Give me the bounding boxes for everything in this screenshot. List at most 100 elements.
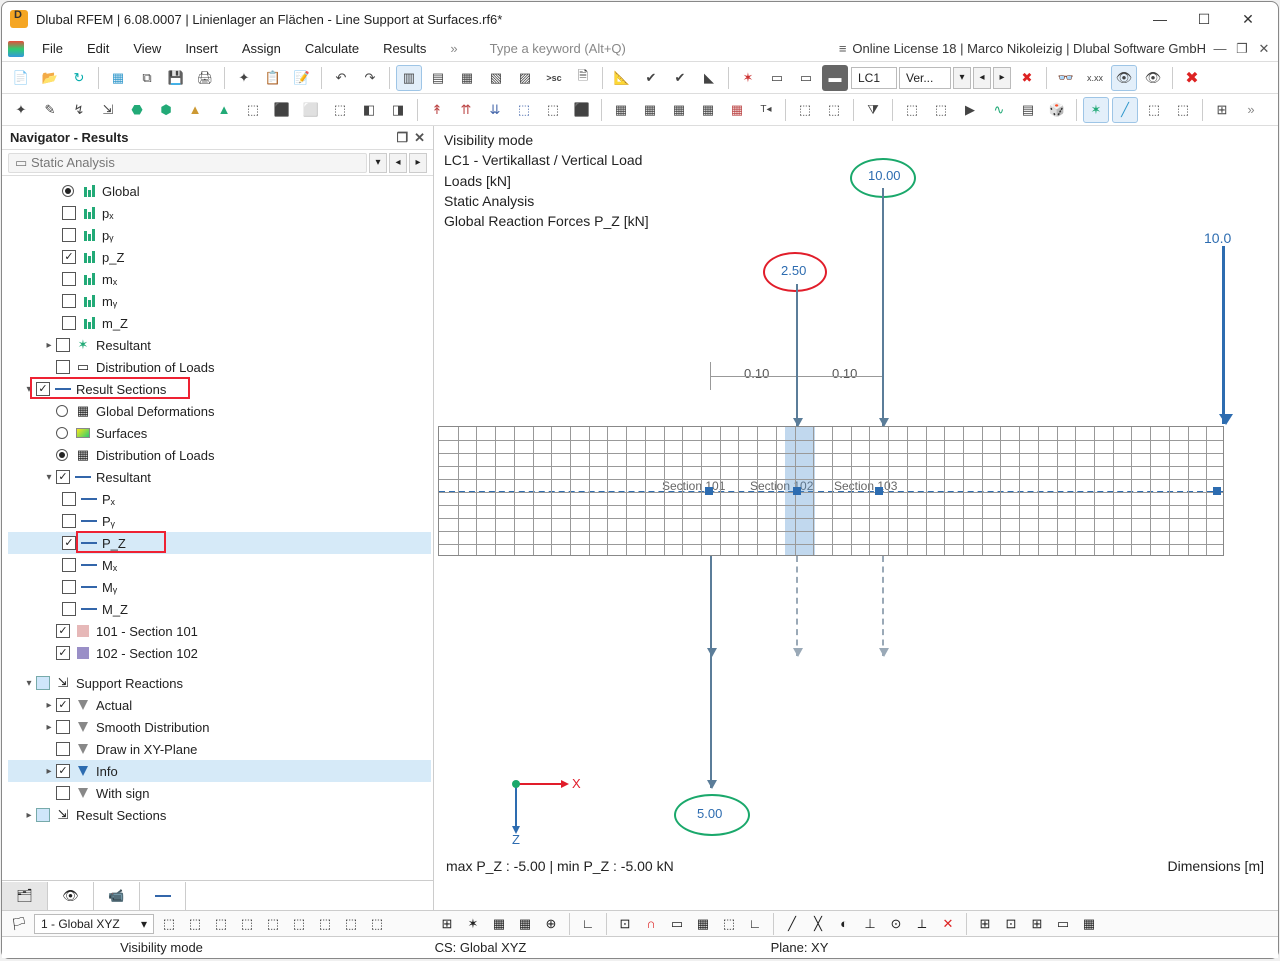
minimize-button[interactable]: — [1138, 11, 1182, 27]
tb2-35-icon[interactable]: 🎲 [1044, 97, 1070, 123]
tb2-3-icon[interactable]: ↯ [66, 97, 92, 123]
tb2-41-icon[interactable]: » [1238, 97, 1264, 123]
tree-smooth[interactable]: Smooth Distribution [96, 720, 209, 735]
tb2-21-icon[interactable]: ▦ [608, 97, 634, 123]
sb-f-icon[interactable]: ╳ [807, 913, 829, 935]
analysis-next-icon[interactable]: ▸ [409, 153, 427, 173]
checkbox[interactable] [62, 250, 76, 264]
sb-e-icon[interactable]: ╱ [781, 913, 803, 935]
radio-icon[interactable] [62, 185, 74, 197]
expand-icon[interactable]: ▸ [42, 766, 56, 777]
sb-axes-icon[interactable]: ✶ [462, 913, 484, 935]
menu-calculate[interactable]: Calculate [293, 41, 371, 56]
keyword-search[interactable]: Type a keyword (Alt+Q) [490, 41, 750, 56]
tri-icon[interactable]: ◣ [696, 65, 722, 91]
tree-mz[interactable]: m_Z [102, 316, 128, 331]
tb2-20-icon[interactable]: ⬛ [569, 97, 595, 123]
tb2-36-icon[interactable]: ✶ [1083, 97, 1109, 123]
tb2-19-icon[interactable]: ⬚ [540, 97, 566, 123]
panel-d-icon[interactable]: ▧ [483, 65, 509, 91]
sb-o-icon[interactable]: ▭ [1052, 913, 1074, 935]
checkbox[interactable] [62, 580, 76, 594]
navigator-tree[interactable]: Global pₓ pᵧ p_Z mₓ mᵧ m_Z ▸✶Resultant ▭… [2, 176, 433, 880]
analysis-dropdown-icon[interactable]: ▾ [369, 153, 387, 173]
eye2-icon[interactable]: 👁 [1140, 65, 1166, 91]
tb2-34-icon[interactable]: ▤ [1015, 97, 1041, 123]
tb2-26-icon[interactable]: T◂ [753, 97, 779, 123]
nav-tab-eye-icon[interactable]: 👁 [48, 882, 94, 910]
checkbox[interactable] [56, 646, 70, 660]
checkbox[interactable] [62, 294, 76, 308]
tb2-31-icon[interactable]: ⬚ [928, 97, 954, 123]
menu-file[interactable]: File [30, 41, 75, 56]
checkbox[interactable] [62, 206, 76, 220]
tb2-12-icon[interactable]: ⬚ [327, 97, 353, 123]
sb-9-icon[interactable]: ⬚ [366, 913, 388, 935]
tree-info[interactable]: Info [96, 764, 118, 779]
sb-1-icon[interactable]: ⬚ [158, 913, 180, 935]
tb2-40-icon[interactable]: ⊞ [1209, 97, 1235, 123]
sb-p-icon[interactable]: ▦ [1078, 913, 1100, 935]
check-b-icon[interactable]: ✔ [667, 65, 693, 91]
nav-close-icon[interactable]: ✕ [414, 130, 425, 146]
sb-4-icon[interactable]: ⬚ [236, 913, 258, 935]
checkbox[interactable] [62, 514, 76, 528]
notes-icon[interactable]: 📝 [289, 65, 315, 91]
radio-icon[interactable] [56, 427, 68, 439]
panel-a-icon[interactable]: ▥ [396, 65, 422, 91]
axes-icon[interactable]: ✶ [735, 65, 761, 91]
expand-icon[interactable]: ▸ [22, 810, 36, 821]
panel-e-icon[interactable]: ▨ [512, 65, 538, 91]
tb2-22-icon[interactable]: ▦ [637, 97, 663, 123]
tree-resultant2[interactable]: Resultant [96, 470, 151, 485]
gradient-icon[interactable]: ▭ [793, 65, 819, 91]
glasses-icon[interactable]: 👓 [1053, 65, 1079, 91]
tree-surfaces[interactable]: Surfaces [96, 426, 147, 441]
radio-icon[interactable] [56, 449, 68, 461]
tb2-15-icon[interactable]: ↟ [424, 97, 450, 123]
lc-next-icon[interactable]: ▸ [993, 67, 1011, 89]
sb-snap4-icon[interactable]: ▦ [692, 913, 714, 935]
menu-more[interactable]: » [438, 41, 469, 56]
shade-icon[interactable]: ▬ [822, 65, 848, 91]
checkbox[interactable] [62, 602, 76, 616]
sb-n-icon[interactable]: ⊞ [1026, 913, 1048, 935]
checkbox[interactable] [62, 558, 76, 572]
print-icon[interactable]: 🖨 [192, 65, 218, 91]
tree-distloads[interactable]: Distribution of Loads [96, 360, 215, 375]
tree-support-reactions[interactable]: Support Reactions [76, 676, 183, 691]
lc-code[interactable]: LC1 [851, 67, 897, 89]
tree-global[interactable]: Global [102, 184, 140, 199]
sb-b-icon[interactable]: ▦ [514, 913, 536, 935]
panel-b-icon[interactable]: ▤ [425, 65, 451, 91]
new-file-icon[interactable]: 📄 [8, 65, 34, 91]
panel-c-icon[interactable]: ▦ [454, 65, 480, 91]
sb-a-icon[interactable]: ▦ [488, 913, 510, 935]
sb-snap1-icon[interactable]: ⊡ [614, 913, 636, 935]
tb2-6-icon[interactable]: ⬢ [153, 97, 179, 123]
sb-grid-icon[interactable]: ⊞ [436, 913, 458, 935]
analysis-selector[interactable]: ▭Static Analysis [8, 153, 367, 173]
nav-pop-icon[interactable]: ❐ [396, 130, 408, 146]
tree-mx[interactable]: mₓ [102, 272, 117, 287]
checkbox[interactable] [56, 764, 70, 778]
tree-py[interactable]: pᵧ [102, 228, 113, 243]
tree-s102[interactable]: 102 - Section 102 [96, 646, 198, 661]
tb2-16-icon[interactable]: ⇈ [453, 97, 479, 123]
tb2-11-icon[interactable]: ⬜ [298, 97, 324, 123]
checkbox[interactable] [56, 338, 70, 352]
tree-result-sections2[interactable]: Result Sections [76, 808, 166, 823]
tree-px[interactable]: pₓ [102, 206, 114, 221]
tree-my[interactable]: mᵧ [102, 294, 117, 309]
tb2-24-icon[interactable]: ▦ [695, 97, 721, 123]
tb2-33-icon[interactable]: ∿ [986, 97, 1012, 123]
checkbox[interactable] [36, 382, 50, 396]
tree-distloads2[interactable]: Distribution of Loads [96, 448, 215, 463]
nav-tab-video-icon[interactable]: 📹 [94, 882, 140, 910]
sb-l-icon[interactable]: ⊞ [974, 913, 996, 935]
inner-restore[interactable]: ❐ [1234, 41, 1250, 57]
sb-snap3-icon[interactable]: ▭ [666, 913, 688, 935]
tree-Mx[interactable]: Mₓ [102, 558, 117, 573]
sb-c-icon[interactable]: ⊕ [540, 913, 562, 935]
checkbox[interactable] [62, 272, 76, 286]
